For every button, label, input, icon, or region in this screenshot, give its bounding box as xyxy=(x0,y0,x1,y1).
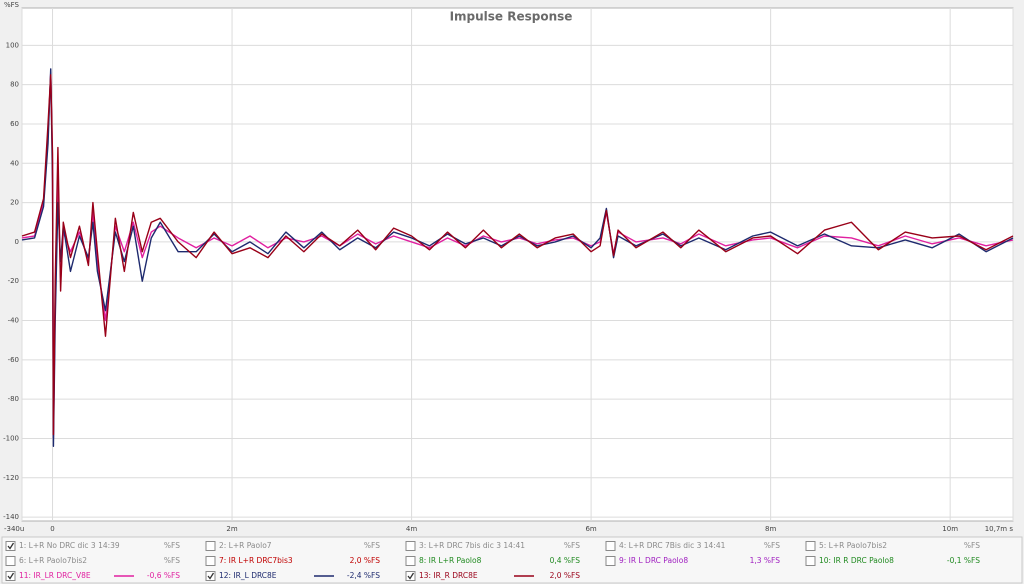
x-tick-label: 10m xyxy=(942,525,958,533)
legend-readout: -2,4 %FS xyxy=(347,571,380,580)
y-tick-label: 60 xyxy=(10,120,19,128)
plot-area xyxy=(21,7,1014,522)
legend-label: 1: L+R No DRC dic 3 14:39 xyxy=(19,541,120,550)
legend-readout: 2,0 %FS xyxy=(550,571,581,580)
legend-entry[interactable]: 8: IR L+R Paolo8 0,4 %FS xyxy=(405,556,581,566)
series-line xyxy=(21,72,1014,440)
chart-title: Impulse Response xyxy=(450,10,573,24)
y-tick-label: 20 xyxy=(10,199,19,207)
legend-label: 8: IR L+R Paolo8 xyxy=(419,556,482,565)
legend-readout: %FS xyxy=(364,541,380,550)
checkbox[interactable] xyxy=(605,541,616,551)
series-line xyxy=(21,68,1014,448)
y-tick-label: 40 xyxy=(10,159,19,167)
legend-entry[interactable]: 3: L+R DRC 7bis dic 3 14:41 %FS xyxy=(405,541,580,551)
legend-readout: %FS xyxy=(164,556,180,565)
legend-entry[interactable]: 2: L+R Paolo7 %FS xyxy=(205,541,380,551)
checkbox[interactable] xyxy=(205,571,216,581)
y-tick-label: -60 xyxy=(8,356,19,364)
checkmark xyxy=(407,572,415,580)
legend-readout: %FS xyxy=(764,541,780,550)
y-tick-label: -40 xyxy=(8,317,19,325)
y-tick-label: 80 xyxy=(10,81,19,89)
legend-label: 13: IR_R DRC8E xyxy=(419,571,478,580)
checkbox[interactable] xyxy=(5,556,16,566)
legend-readout: 0,4 %FS xyxy=(550,556,581,565)
legend-readout: %FS xyxy=(164,541,180,550)
legend-label: 4: L+R DRC 7Bis dic 3 14:41 xyxy=(619,541,726,550)
legend-entry[interactable]: 7: IR L+R DRC7bis3 2,0 %FS xyxy=(205,556,381,566)
legend-entry[interactable]: 4: L+R DRC 7Bis dic 3 14:41 %FS xyxy=(605,541,780,551)
legend-entry[interactable]: 9: IR L DRC Paolo8 1,3 %FS xyxy=(605,556,781,566)
legend-readout: 1,3 %FS xyxy=(750,556,781,565)
checkmark xyxy=(7,572,15,580)
x-tick-label: 6m xyxy=(585,525,596,533)
y-axis-label: %FS xyxy=(4,1,20,9)
series-line xyxy=(21,74,1014,436)
legend-readout: %FS xyxy=(964,541,980,550)
legend-entry[interactable]: 5: L+R Paolo7bis2 %FS xyxy=(805,541,980,551)
x-tick-label: -340u xyxy=(4,525,24,533)
checkbox[interactable] xyxy=(605,556,616,566)
legend-panel xyxy=(1,536,1023,584)
y-tick-label: -100 xyxy=(3,434,19,442)
checkbox[interactable] xyxy=(405,541,416,551)
x-tick-label: 2m xyxy=(226,525,237,533)
checkbox[interactable] xyxy=(205,541,216,551)
checkmark xyxy=(7,542,15,550)
legend-readout: -0,1 %FS xyxy=(947,556,980,565)
y-tick-label: 0 xyxy=(15,238,19,246)
legend-label: 12: IR_L DRC8E xyxy=(219,571,277,580)
legend-entry[interactable]: 10: IR R DRC Paolo8 -0,1 %FS xyxy=(805,556,980,566)
legend-label: 9: IR L DRC Paolo8 xyxy=(619,556,688,565)
legend-label: 10: IR R DRC Paolo8 xyxy=(819,556,894,565)
legend-entry[interactable]: 13: IR_R DRC8E 2,0 %FS xyxy=(405,571,581,581)
legend-label: 3: L+R DRC 7bis dic 3 14:41 xyxy=(419,541,525,550)
x-tick-label: 8m xyxy=(765,525,776,533)
legend-readout: %FS xyxy=(564,541,580,550)
x-tick-label: 10,7m s xyxy=(985,525,1014,533)
legend-label: 5: L+R Paolo7bis2 xyxy=(819,541,887,550)
legend-entry[interactable]: 12: IR_L DRC8E -2,4 %FS xyxy=(205,571,380,581)
checkbox[interactable] xyxy=(5,541,16,551)
y-tick-label: -20 xyxy=(8,277,19,285)
checkbox[interactable] xyxy=(405,571,416,581)
legend-entry[interactable]: 1: L+R No DRC dic 3 14:39 %FS xyxy=(5,541,180,551)
legend-readout: 2,0 %FS xyxy=(350,556,381,565)
y-tick-label: -140 xyxy=(3,513,19,521)
checkbox[interactable] xyxy=(405,556,416,566)
y-tick-label: -120 xyxy=(3,474,19,482)
legend-readout: -0,6 %FS xyxy=(147,571,180,580)
legend-label: 6: L+R Paolo7bis2 xyxy=(19,556,87,565)
x-tick-label: 0 xyxy=(50,525,54,533)
checkbox[interactable] xyxy=(5,571,16,581)
y-tick-label: 100 xyxy=(6,41,19,49)
checkbox[interactable] xyxy=(805,556,816,566)
legend-entry[interactable]: 6: L+R Paolo7bis2 %FS xyxy=(5,556,180,566)
legend-label: 11: IR_LR DRC_V8E xyxy=(19,571,91,580)
checkbox[interactable] xyxy=(805,541,816,551)
legend-label: 7: IR L+R DRC7bis3 xyxy=(219,556,293,565)
x-tick-label: 4m xyxy=(406,525,417,533)
legend-entry[interactable]: 11: IR_LR DRC_V8E -0,6 %FS xyxy=(5,571,180,581)
checkbox[interactable] xyxy=(205,556,216,566)
legend-label: 2: L+R Paolo7 xyxy=(219,541,272,550)
y-tick-label: -80 xyxy=(8,395,19,403)
checkmark xyxy=(207,572,215,580)
